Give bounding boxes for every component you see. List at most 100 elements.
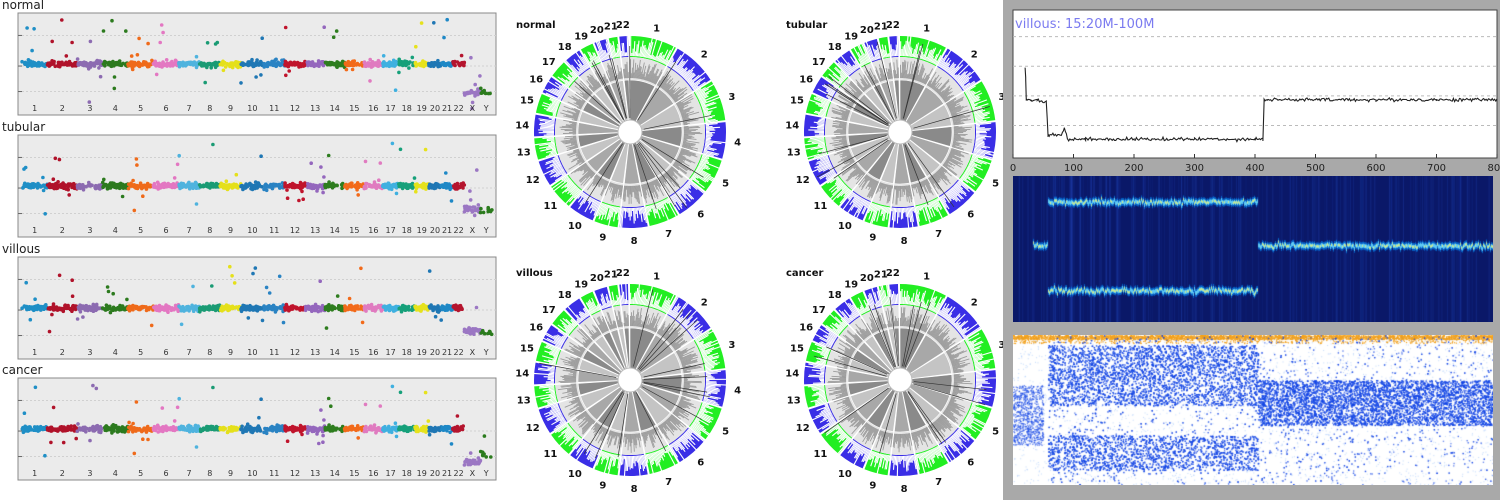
data-point: [319, 165, 323, 169]
data-point: [243, 428, 247, 433]
data-point: [51, 405, 56, 410]
data-point: [424, 425, 428, 430]
data-point: [174, 426, 178, 430]
data-point: [194, 445, 199, 449]
data-point: [248, 181, 252, 186]
data-point: [112, 75, 117, 79]
data-point: [264, 285, 269, 290]
data-point: [247, 308, 252, 312]
data-point: [445, 308, 450, 312]
data-point: [337, 62, 341, 67]
data-point: [353, 183, 358, 187]
data-point: [281, 320, 286, 325]
data-point: [144, 308, 149, 313]
data-point: [178, 186, 182, 191]
data-point: [124, 183, 128, 188]
data-point: [462, 463, 467, 467]
data-point: [285, 427, 289, 431]
signal-bar: [552, 113, 557, 116]
data-point: [372, 425, 376, 430]
chromosome-tick-label: 3: [87, 348, 92, 357]
data-point: [356, 193, 361, 197]
data-point: [285, 439, 290, 444]
data-point: [148, 183, 153, 187]
data-point: [56, 180, 60, 184]
chromosome-tick-label: 11: [269, 469, 279, 478]
data-point: [433, 306, 438, 311]
data-point: [138, 181, 143, 185]
data-point: [260, 318, 265, 323]
chromosome-tick-label: 18: [402, 469, 412, 478]
chromosome-tick-label: 6: [163, 104, 168, 113]
data-point: [398, 147, 403, 152]
data-point: [428, 184, 432, 188]
data-point: [106, 62, 111, 67]
data-point: [226, 429, 231, 434]
data-point: [274, 306, 279, 311]
data-point: [286, 306, 291, 311]
data-point: [170, 59, 174, 64]
data-point: [108, 310, 113, 315]
data-point: [468, 189, 472, 193]
data-point: [486, 205, 491, 210]
data-point: [331, 184, 336, 188]
data-point: [59, 183, 63, 188]
data-point: [111, 291, 115, 296]
chromosome-tick-label: 10: [247, 348, 257, 357]
data-point: [156, 184, 161, 189]
data-point: [445, 17, 450, 22]
data-point: [439, 318, 444, 322]
data-point: [141, 194, 145, 198]
data-point: [442, 35, 446, 40]
data-point: [234, 305, 239, 309]
data-point: [30, 48, 34, 53]
data-point: [393, 421, 398, 426]
data-point: [470, 106, 474, 111]
data-point: [278, 186, 282, 190]
data-point: [240, 426, 244, 431]
data-point: [402, 63, 407, 67]
data-point: [462, 329, 467, 334]
chromosome-tick-label: 13: [310, 469, 320, 478]
data-point: [181, 427, 186, 431]
data-point: [347, 296, 352, 301]
data-point: [207, 426, 211, 431]
data-point: [76, 422, 80, 426]
data-point: [50, 39, 54, 44]
data-point: [462, 210, 467, 214]
data-point: [213, 60, 218, 65]
chromosome-tick-label: 2: [60, 104, 65, 113]
data-point: [419, 21, 424, 25]
data-point: [409, 307, 414, 312]
chromosome-tick-label: 9: [228, 348, 233, 357]
chromosome-tick-label: 21: [442, 226, 452, 235]
data-point: [132, 451, 137, 456]
data-point: [357, 63, 362, 67]
data-point: [489, 455, 493, 459]
chromosome-tick-label: 17: [386, 469, 396, 478]
data-point: [93, 428, 97, 433]
data-point: [263, 186, 267, 190]
data-point: [330, 307, 335, 311]
inner-signal-bar: [683, 129, 698, 131]
data-point: [25, 64, 30, 69]
data-point: [198, 427, 203, 432]
data-point: [343, 183, 348, 188]
data-point: [129, 61, 134, 65]
data-point: [20, 59, 24, 64]
data-point: [198, 310, 202, 314]
data-point: [397, 62, 402, 66]
chromosome-tick-label: 7: [186, 226, 191, 235]
data-point: [81, 315, 85, 319]
data-point: [340, 59, 345, 64]
data-point: [326, 305, 330, 309]
data-point: [43, 212, 47, 216]
data-point: [293, 428, 297, 432]
data-point: [180, 305, 184, 310]
data-point: [467, 91, 472, 95]
chromosome-tick-label: 19: [417, 348, 427, 357]
data-point: [70, 40, 74, 45]
data-point: [432, 429, 437, 434]
data-point: [326, 396, 331, 401]
data-point: [397, 59, 402, 64]
